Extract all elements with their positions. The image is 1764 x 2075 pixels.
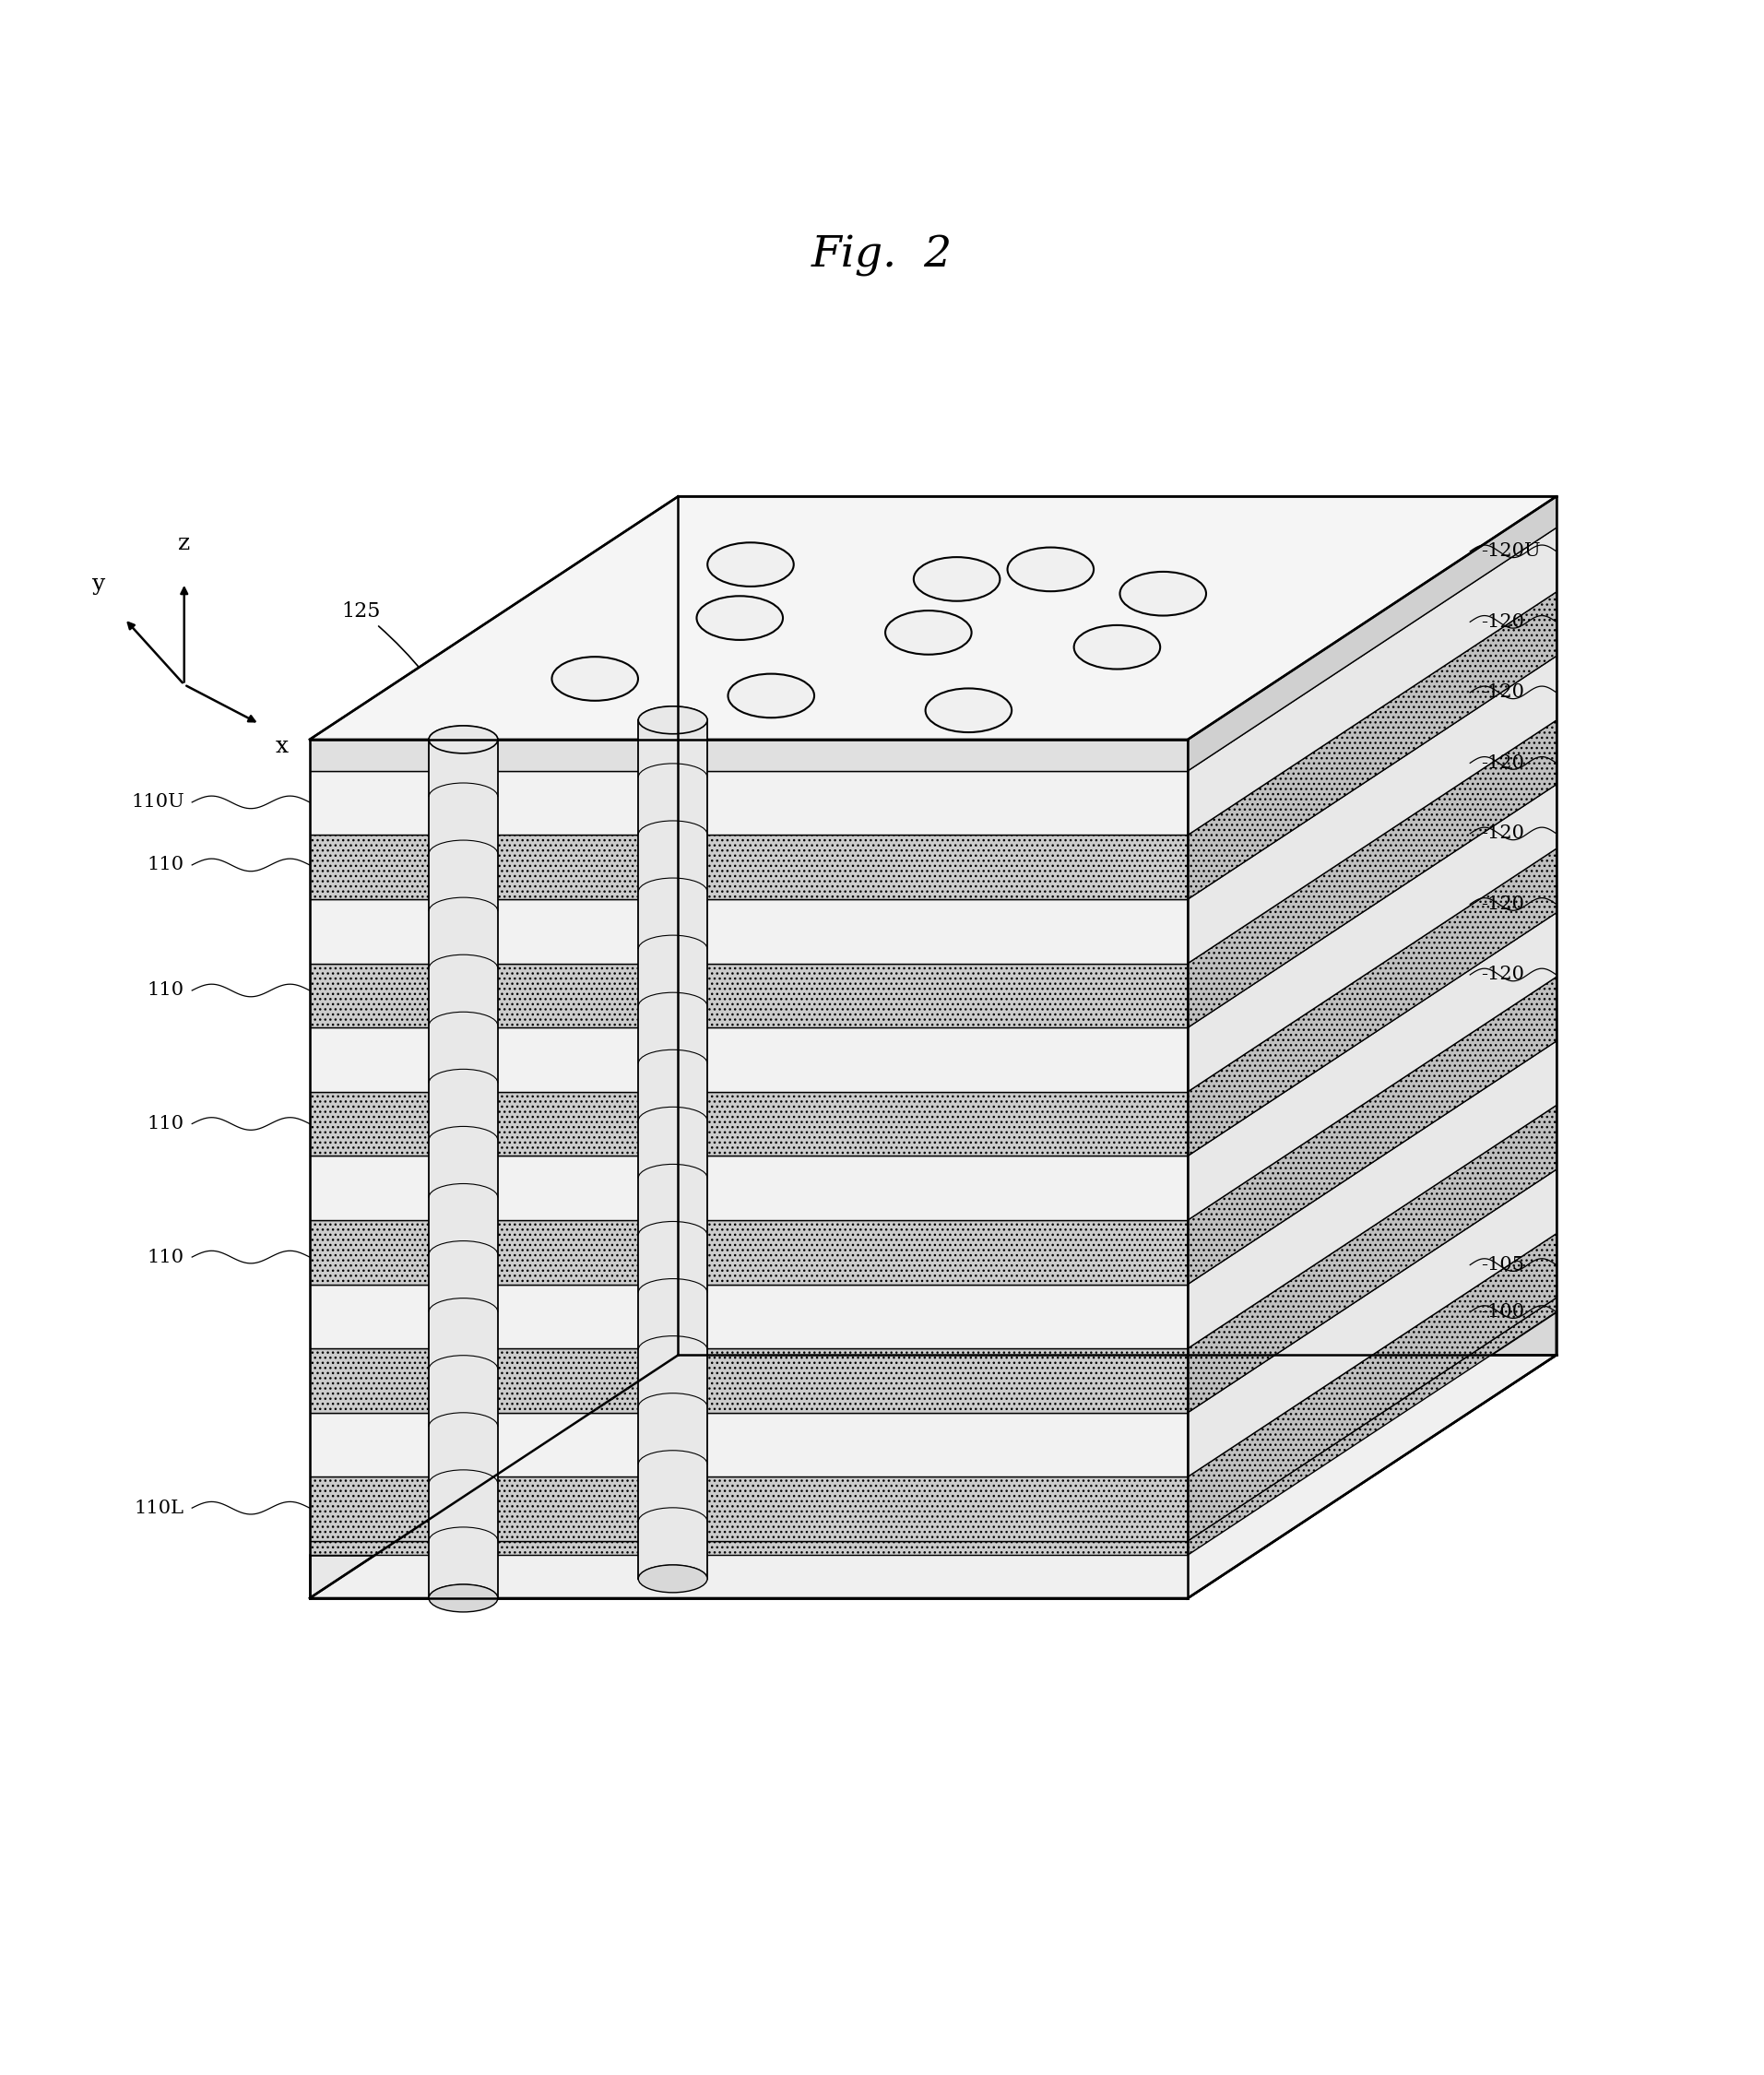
Polygon shape (1187, 849, 1556, 1156)
Text: y: y (93, 575, 106, 596)
Ellipse shape (429, 726, 497, 753)
Text: 110: 110 (146, 981, 183, 1000)
Ellipse shape (886, 610, 972, 654)
Polygon shape (1187, 1042, 1556, 1349)
Polygon shape (1187, 527, 1556, 834)
Polygon shape (1187, 1297, 1556, 1554)
Text: 110: 110 (146, 1114, 183, 1133)
Polygon shape (310, 1220, 1187, 1284)
Text: 125: 125 (679, 550, 748, 724)
Polygon shape (310, 1284, 1187, 1349)
Ellipse shape (729, 674, 815, 718)
Polygon shape (1187, 496, 1556, 772)
Polygon shape (1187, 1170, 1556, 1477)
Polygon shape (310, 1349, 1187, 1413)
Polygon shape (1187, 977, 1556, 1284)
Text: z: z (178, 533, 191, 554)
Text: Fig.  2: Fig. 2 (811, 234, 953, 278)
Polygon shape (310, 834, 1187, 898)
Polygon shape (1187, 591, 1556, 898)
Text: -120: -120 (1482, 612, 1524, 631)
Text: 125: 125 (972, 542, 1145, 708)
Text: 110: 110 (146, 857, 183, 874)
Polygon shape (310, 739, 1187, 772)
Polygon shape (310, 1477, 1187, 1542)
Ellipse shape (639, 706, 707, 735)
Ellipse shape (926, 689, 1013, 732)
Polygon shape (1187, 1311, 1556, 1598)
Polygon shape (310, 1156, 1187, 1220)
Ellipse shape (1074, 625, 1161, 668)
Ellipse shape (914, 556, 1000, 602)
Text: -120: -120 (1482, 896, 1524, 913)
Polygon shape (310, 898, 1187, 963)
Ellipse shape (707, 542, 794, 587)
Polygon shape (310, 1355, 1556, 1598)
Ellipse shape (697, 596, 783, 639)
Polygon shape (310, 1554, 1187, 1598)
Polygon shape (1187, 913, 1556, 1220)
Text: 125: 125 (767, 496, 806, 691)
Ellipse shape (1120, 573, 1207, 616)
Polygon shape (429, 739, 497, 1598)
Text: 110L: 110L (134, 1500, 183, 1517)
Polygon shape (310, 963, 1187, 1027)
Polygon shape (310, 1413, 1187, 1477)
Polygon shape (1187, 720, 1556, 1027)
Text: 125: 125 (342, 602, 460, 728)
Text: -120: -120 (1482, 755, 1524, 772)
Ellipse shape (1007, 548, 1094, 591)
Text: -120: -120 (1482, 683, 1524, 701)
Text: -120: -120 (1482, 967, 1524, 984)
Polygon shape (310, 1542, 1187, 1554)
Polygon shape (639, 720, 707, 1579)
Ellipse shape (552, 658, 639, 701)
Polygon shape (310, 1027, 1187, 1091)
Ellipse shape (639, 1565, 707, 1592)
Text: -105: -105 (1482, 1255, 1524, 1274)
Polygon shape (1187, 1235, 1556, 1542)
Text: x: x (275, 737, 288, 757)
Ellipse shape (429, 1585, 497, 1612)
Polygon shape (310, 496, 1556, 739)
Polygon shape (1187, 784, 1556, 1091)
Text: 110: 110 (146, 1249, 183, 1266)
Polygon shape (1187, 656, 1556, 963)
Text: -100: -100 (1482, 1303, 1524, 1320)
Polygon shape (310, 1091, 1187, 1156)
Polygon shape (1187, 1106, 1556, 1413)
Polygon shape (310, 772, 1187, 834)
Text: 110U: 110U (131, 793, 183, 811)
Text: -120: -120 (1482, 826, 1524, 842)
Text: -120U: -120U (1482, 542, 1540, 560)
